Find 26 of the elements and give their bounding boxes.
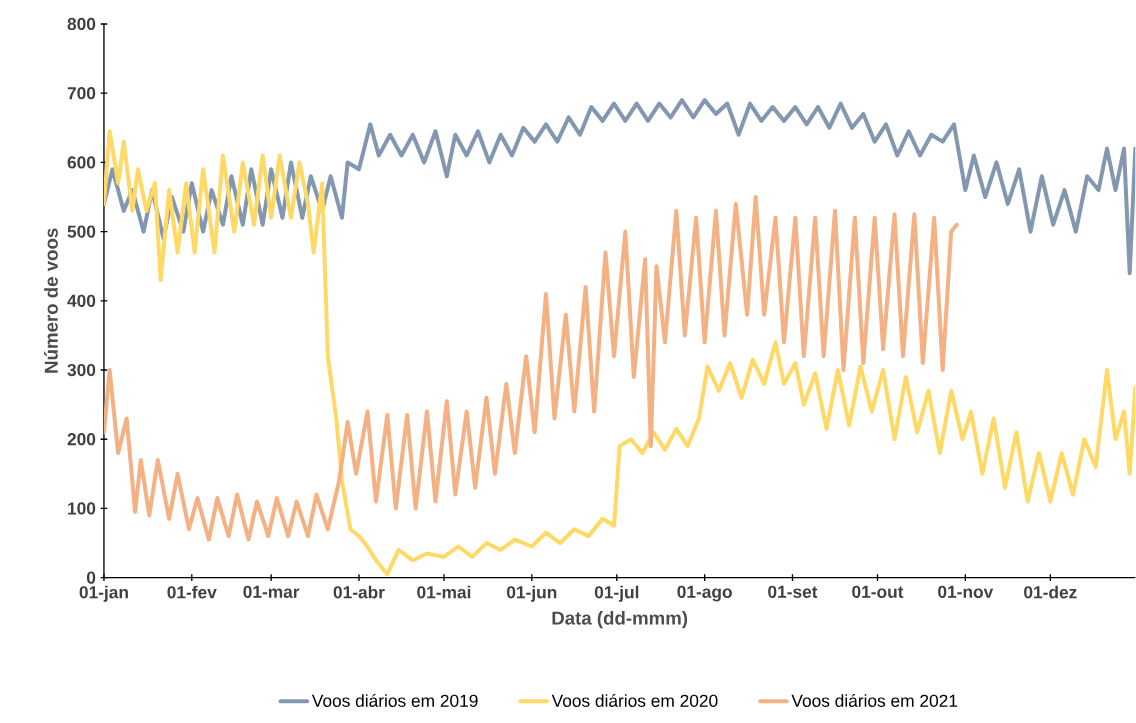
x-tick-label: 01-mar — [243, 585, 300, 599]
y-tick-label: 800 — [67, 18, 96, 31]
x-tick-label: 01-ago — [677, 585, 732, 602]
x-tick-label: 01-nov — [938, 585, 994, 599]
legend-label: Voos diários em 2020 — [551, 694, 718, 708]
y-tick-label: 600 — [67, 156, 96, 169]
y-tick-label: 700 — [67, 87, 96, 100]
x-tick-label: 01-jul — [594, 585, 639, 603]
x-axis-title: Data (dd-mmm) — [552, 611, 688, 629]
y-tick-label: 100 — [68, 502, 96, 515]
x-tick-label: 01-jan — [79, 585, 128, 603]
x-tick-label: 01-fev — [167, 585, 217, 599]
x-tick-label: 01-dez — [1024, 585, 1077, 599]
y-tick-label: 400 — [67, 294, 96, 308]
x-tick-label: 01-jun — [506, 585, 557, 603]
legend-label: Voos diários em 2021 — [791, 694, 958, 708]
y-tick-label: 300 — [67, 364, 96, 377]
x-tick-label: 01-set — [768, 585, 818, 599]
x-tick-label: 01-mai — [417, 585, 471, 599]
y-axis-title: Número de voos — [43, 228, 58, 373]
y-tick-label: 500 — [67, 225, 96, 238]
legend-label: Voos diários em 2019 — [311, 694, 478, 708]
x-tick-label: 01-out — [852, 585, 904, 599]
x-tick-label: 01-abr — [333, 585, 385, 599]
y-tick-label: 200 — [67, 433, 96, 446]
y-tick-label: 0 — [86, 571, 96, 584]
